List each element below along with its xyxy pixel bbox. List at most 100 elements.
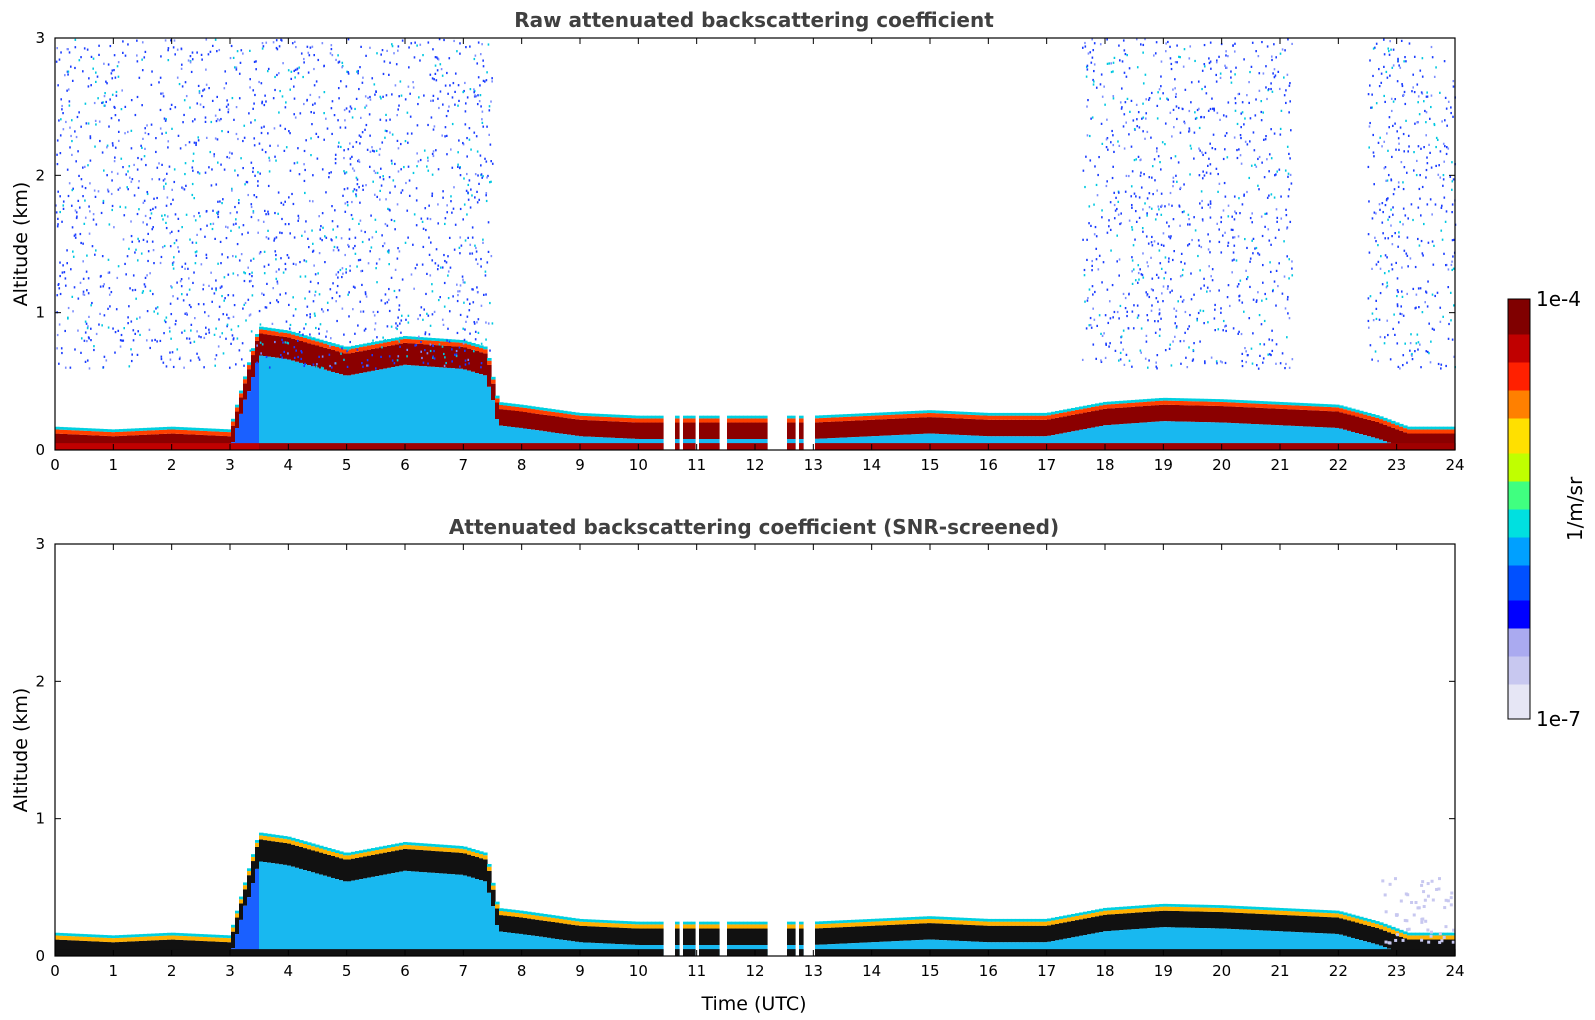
noise-speck bbox=[1093, 318, 1096, 321]
noise-speck bbox=[232, 272, 235, 275]
noise-speck bbox=[344, 126, 347, 129]
noise-speck bbox=[226, 256, 229, 259]
noise-speck bbox=[1240, 332, 1243, 336]
noise-speck bbox=[1157, 320, 1159, 323]
noise-speck bbox=[397, 45, 400, 48]
noise-speck bbox=[59, 134, 62, 137]
noise-speck bbox=[1436, 291, 1439, 294]
mixed-layer-cell bbox=[1059, 433, 1064, 450]
noise-speck bbox=[1383, 140, 1386, 143]
surface-cell bbox=[1035, 443, 1040, 450]
heatmap-column bbox=[979, 412, 984, 450]
noise-speck bbox=[1086, 105, 1088, 108]
layer-core-cell bbox=[883, 419, 888, 436]
noise-speck bbox=[400, 191, 402, 194]
surface-cell bbox=[1331, 443, 1336, 450]
noise-speck bbox=[1188, 127, 1191, 130]
surface-cell bbox=[967, 443, 972, 450]
layer-halo-cell bbox=[267, 327, 272, 331]
noise-speck bbox=[176, 48, 179, 51]
noise-speck bbox=[287, 352, 289, 355]
noise-speck bbox=[386, 130, 388, 133]
layer-halo-cell bbox=[379, 340, 384, 344]
surface-cell bbox=[359, 443, 364, 450]
noise-speck bbox=[1218, 182, 1221, 185]
layer-edge-cell bbox=[383, 342, 388, 347]
noise-speck bbox=[1189, 144, 1192, 147]
noise-speck bbox=[219, 286, 222, 289]
noise-speck bbox=[1403, 60, 1405, 63]
noise-speck bbox=[1140, 327, 1143, 330]
noise-speck bbox=[1135, 195, 1137, 198]
noise-speck bbox=[152, 292, 154, 296]
noise-speck bbox=[482, 79, 485, 82]
noise-speck bbox=[1091, 38, 1094, 41]
layer-edge-cell bbox=[1115, 403, 1120, 408]
noise-speck bbox=[217, 262, 219, 265]
mixed-layer-cell bbox=[1279, 425, 1284, 450]
noise-speck bbox=[260, 131, 263, 135]
noise-speck bbox=[1445, 152, 1448, 156]
noise-speck bbox=[1245, 350, 1247, 353]
noise-speck bbox=[1142, 230, 1144, 233]
layer-halo-cell bbox=[799, 415, 804, 419]
noise-speck bbox=[1206, 286, 1209, 289]
noise-speck bbox=[251, 294, 254, 297]
noise-speck bbox=[1172, 180, 1175, 183]
mixed-layer-cell bbox=[939, 434, 944, 450]
noise-speck bbox=[169, 351, 171, 354]
noise-speck bbox=[1164, 122, 1167, 125]
noise-speck bbox=[423, 308, 426, 311]
layer-edge-cell bbox=[655, 418, 660, 423]
noise-speck bbox=[1202, 153, 1204, 157]
surface-cell bbox=[523, 443, 528, 450]
layer-edge-cell bbox=[1007, 415, 1012, 420]
noise-speck bbox=[457, 165, 459, 168]
noise-speck bbox=[427, 169, 430, 172]
noise-speck bbox=[481, 43, 483, 46]
layer-core-cell bbox=[859, 420, 864, 437]
heatmap-column bbox=[907, 411, 912, 450]
layer-core-cell bbox=[571, 418, 576, 436]
noise-speck bbox=[1442, 173, 1445, 177]
noise-speck bbox=[1104, 356, 1107, 360]
noise-speck bbox=[58, 58, 61, 61]
layer-halo-cell bbox=[599, 413, 604, 417]
noise-speck bbox=[480, 342, 483, 345]
noise-speck bbox=[267, 67, 270, 71]
layer-core-cell bbox=[1219, 406, 1224, 423]
noise-speck bbox=[1380, 255, 1382, 258]
noise-speck bbox=[1255, 98, 1257, 101]
layer-halo-cell bbox=[1011, 412, 1016, 416]
layer-halo-cell bbox=[1263, 401, 1268, 404]
noise-speck bbox=[138, 76, 141, 79]
noise-speck bbox=[451, 96, 454, 99]
noise-speck bbox=[1208, 57, 1210, 60]
noise-speck bbox=[1120, 87, 1123, 90]
noise-speck bbox=[67, 73, 69, 76]
layer-edge-cell bbox=[879, 415, 884, 420]
heatmap-column bbox=[1331, 404, 1336, 450]
noise-speck bbox=[141, 291, 144, 294]
heatmap-column bbox=[247, 362, 252, 450]
noise-speck bbox=[304, 275, 307, 278]
mixed-layer-cell bbox=[491, 400, 496, 450]
noise-speck bbox=[248, 273, 251, 276]
layer-edge-cell bbox=[135, 431, 140, 436]
noise-speck bbox=[337, 276, 339, 279]
noise-speck bbox=[1150, 309, 1153, 312]
noise-speck bbox=[363, 329, 366, 332]
layer-edge-cell bbox=[507, 405, 512, 411]
noise-speck bbox=[140, 252, 143, 255]
layer-halo-cell bbox=[1167, 397, 1172, 401]
noise-speck bbox=[265, 306, 268, 309]
heatmap-column bbox=[183, 427, 188, 450]
layer-edge-cell bbox=[271, 331, 276, 336]
noise-speck bbox=[1419, 214, 1422, 217]
noise-speck bbox=[1279, 127, 1282, 131]
noise-speck bbox=[1255, 364, 1258, 367]
layer-edge-cell bbox=[487, 360, 492, 365]
noise-speck bbox=[317, 58, 320, 62]
surface-cell bbox=[1279, 443, 1284, 450]
layer-halo-cell bbox=[1039, 412, 1044, 416]
